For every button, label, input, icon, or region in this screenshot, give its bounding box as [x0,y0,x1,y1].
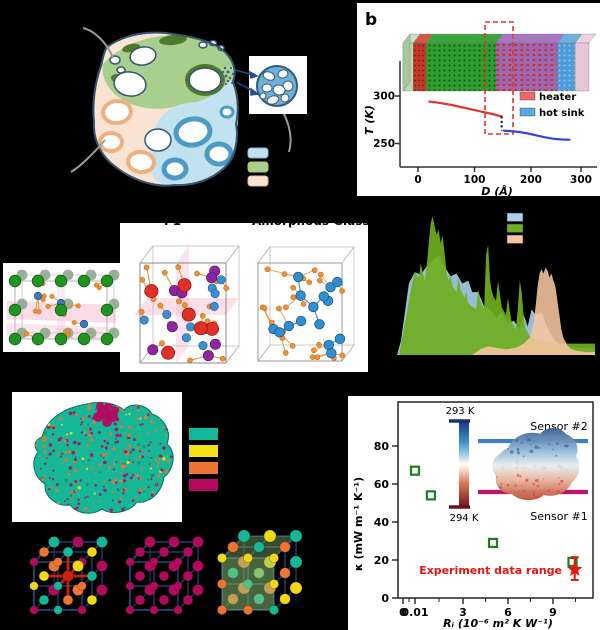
sensor1-label: Sensor #1 [530,510,587,523]
spectrum-green [399,216,595,355]
legend-heater-label: heater [539,92,576,103]
cube-shaded-lattice [217,529,303,615]
colorbar-top-label: 293 K [446,406,475,417]
kappa-plot-card: κ (mW m⁻¹ K⁻¹) Rᵢ (10⁻⁶ m² K W⁻¹) 293 K … [348,396,600,630]
inner-white-vacuoles [144,128,172,152]
legend-swatch-peach [247,175,269,187]
amorphous-structure [257,246,355,362]
plot-frame [397,401,594,599]
kappa-ytick: 60 [374,478,390,491]
virus-cluster [221,66,235,85]
experiment-marker [567,556,583,581]
foam-cells [259,69,294,105]
sensor2-label: Sensor #2 [530,420,587,433]
md-snapshot-card [12,392,182,522]
peach-ring-vacuoles [98,98,156,175]
green-crystal-structure [3,263,120,352]
legend-hotsink-label: hot sink [539,108,585,119]
ytick-300: 300 [373,91,395,103]
y-axis-label: T (K) [363,105,376,135]
hot-sink-line [502,129,571,141]
cell-tissue-illustration [70,27,307,187]
temperature-profile-chart: b 300 250 T (K) 0 100 200 300 D (Å) heat… [363,10,597,196]
legend-swatch-green [247,161,269,173]
interface-highlight-box [484,21,514,135]
cube-crystal-defect [29,536,108,615]
kappa-ytick: 40 [374,516,390,529]
crystal-vs-glass-structures [134,245,355,364]
panel-b-label: b [365,10,377,30]
crystal-title: P1 [164,223,181,228]
experiment-range-label: Experiment data range [419,564,562,577]
spectra-legend [506,212,524,244]
xtick-100: 100 [464,174,486,186]
green-atoms [8,274,114,346]
magenta-cluster [93,402,119,427]
blue-ring-vacuoles [161,105,235,181]
kappa-xtick: 0 [399,606,407,619]
kappa-xtick: 6 [504,606,512,619]
md-snapshot [33,401,174,514]
tissue-legend [247,147,269,187]
temperature-colorbar [449,419,470,509]
cube-pure-lattice [125,536,204,615]
kappa-ytick: 80 [374,440,390,453]
structures-card: P1 Amorphous Glass [120,223,368,372]
x-axis-label: D (Å) [481,185,513,196]
kappa-ytick: 20 [374,554,390,567]
kappa-xtick: 9 [549,606,557,619]
xtick-300: 300 [570,174,592,186]
axes [395,61,597,172]
temperature-map-blob [492,428,580,501]
legend-swatch-blue [247,147,269,159]
leader-lines [70,27,292,173]
xtick-0: 0 [414,174,421,186]
crystal-structure [134,245,240,364]
kappa-xtick: 3 [459,606,467,619]
md-legend-swatch-magenta [189,479,218,491]
kappa-ytick: 0 [381,592,389,605]
kappa-xtick: 0.01 [401,606,428,619]
simulation-slab [402,33,597,92]
experiment-star-icon [567,561,583,576]
xtick-200: 200 [520,174,542,186]
md-legend-swatch-teal [189,428,218,440]
cell-outline [92,31,239,187]
panel-b-legend [519,91,536,117]
kappa-y-label: κ (mW m⁻¹ K⁻¹) [352,477,365,571]
inset-arrows [234,69,260,96]
ytick-250: 250 [373,138,395,150]
colorbar-bottom-label: 294 K [450,513,479,524]
md-legend-swatch-orange [189,462,218,474]
panel-b-card: b 300 250 T (K) 0 100 200 300 D (Å) heat… [357,3,600,196]
cell-vacuoles [109,39,225,97]
md-legend-swatch-yellow [189,445,218,457]
lattice-cubes [29,529,303,615]
amorphous-title: Amorphous Glass [252,223,368,228]
kappa-x-label: Rᵢ (10⁻⁶ m² K W⁻¹) [443,617,553,630]
heater-line [428,100,503,118]
vibrational-spectra-chart [397,212,595,355]
simulation-points [409,465,578,567]
spectrum-peach [472,267,595,355]
kappa-chart: κ (mW m⁻¹ K⁻¹) Rᵢ (10⁻⁶ m² K W⁻¹) 293 K … [352,401,594,630]
